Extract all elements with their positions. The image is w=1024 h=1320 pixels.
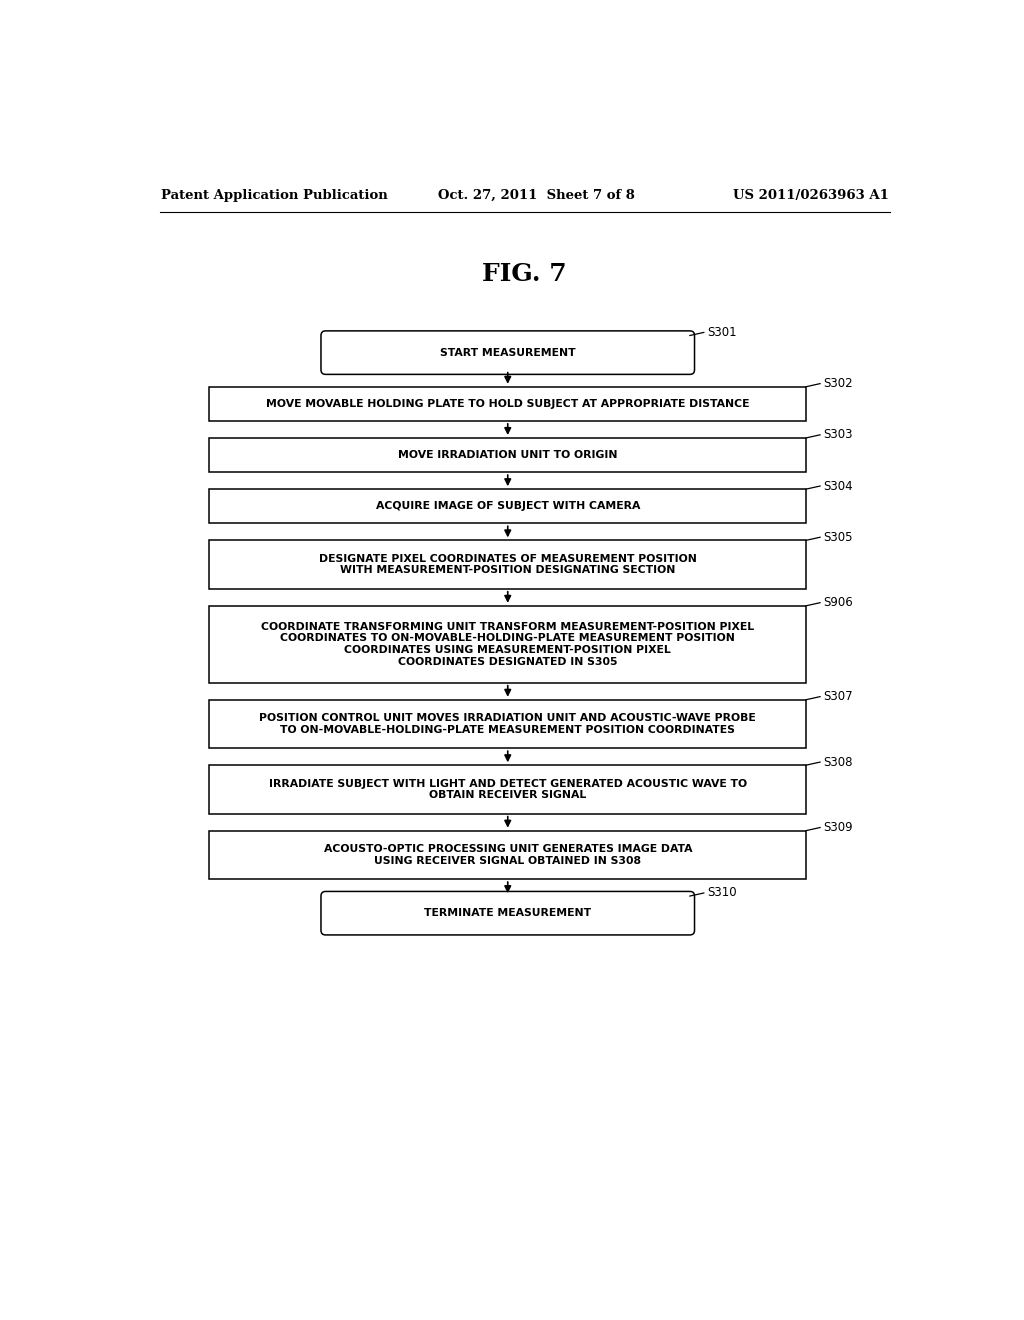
Text: S302: S302 (823, 378, 853, 391)
Text: ACQUIRE IMAGE OF SUBJECT WITH CAMERA: ACQUIRE IMAGE OF SUBJECT WITH CAMERA (376, 502, 640, 511)
Text: S304: S304 (823, 479, 853, 492)
Bar (209, 606, 806, 682)
FancyBboxPatch shape (321, 891, 694, 935)
Bar (209, 700, 806, 748)
Text: MOVE IRRADIATION UNIT TO ORIGIN: MOVE IRRADIATION UNIT TO ORIGIN (398, 450, 617, 461)
Bar (209, 766, 806, 813)
Bar (209, 387, 806, 421)
Text: TERMINATE MEASUREMENT: TERMINATE MEASUREMENT (424, 908, 591, 919)
Text: S309: S309 (823, 821, 853, 834)
Text: S307: S307 (823, 690, 853, 704)
Text: S906: S906 (823, 597, 853, 610)
Text: ACOUSTO-OPTIC PROCESSING UNIT GENERATES IMAGE DATA
USING RECEIVER SIGNAL OBTAINE: ACOUSTO-OPTIC PROCESSING UNIT GENERATES … (324, 843, 692, 866)
Bar (209, 438, 806, 473)
Bar (209, 490, 806, 524)
Text: MOVE MOVABLE HOLDING PLATE TO HOLD SUBJECT AT APPROPRIATE DISTANCE: MOVE MOVABLE HOLDING PLATE TO HOLD SUBJE… (266, 399, 750, 409)
Text: S301: S301 (707, 326, 736, 339)
Text: IRRADIATE SUBJECT WITH LIGHT AND DETECT GENERATED ACOUSTIC WAVE TO
OBTAIN RECEIV: IRRADIATE SUBJECT WITH LIGHT AND DETECT … (268, 779, 746, 800)
Text: S310: S310 (707, 887, 736, 899)
Text: S308: S308 (823, 755, 853, 768)
Text: Patent Application Publication: Patent Application Publication (161, 189, 387, 202)
Text: FIG. 7: FIG. 7 (482, 261, 567, 286)
Text: US 2011/0263963 A1: US 2011/0263963 A1 (733, 189, 889, 202)
Bar (209, 830, 806, 879)
Text: POSITION CONTROL UNIT MOVES IRRADIATION UNIT AND ACOUSTIC-WAVE PROBE
TO ON-MOVAB: POSITION CONTROL UNIT MOVES IRRADIATION … (259, 713, 756, 735)
Text: START MEASUREMENT: START MEASUREMENT (440, 347, 575, 358)
Text: DESIGNATE PIXEL COORDINATES OF MEASUREMENT POSITION
WITH MEASUREMENT-POSITION DE: DESIGNATE PIXEL COORDINATES OF MEASUREME… (318, 554, 696, 576)
Text: S303: S303 (823, 428, 853, 441)
Text: Oct. 27, 2011  Sheet 7 of 8: Oct. 27, 2011 Sheet 7 of 8 (438, 189, 635, 202)
Text: S305: S305 (823, 531, 853, 544)
FancyBboxPatch shape (321, 331, 694, 375)
Bar (209, 540, 806, 589)
Text: COORDINATE TRANSFORMING UNIT TRANSFORM MEASUREMENT-POSITION PIXEL
COORDINATES TO: COORDINATE TRANSFORMING UNIT TRANSFORM M… (261, 622, 755, 667)
